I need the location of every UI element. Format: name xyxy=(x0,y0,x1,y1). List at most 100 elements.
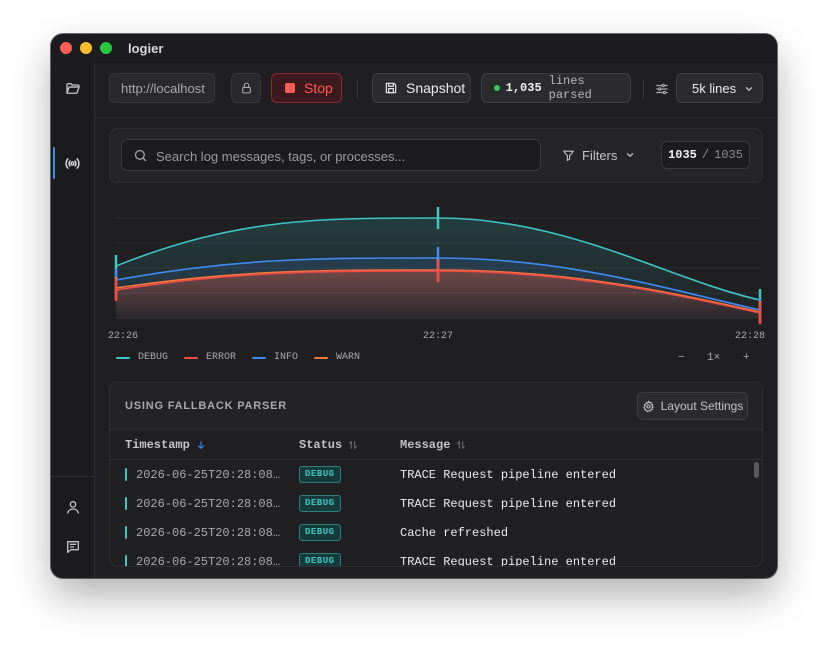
row-timestamp: 2026-06-25T20:28:08… xyxy=(136,526,281,540)
snapshot-button[interactable]: Snapshot xyxy=(372,73,471,103)
stop-label: Stop xyxy=(304,80,333,96)
legend-label: WARN xyxy=(336,352,361,363)
toolbar: http://localhost Stop Snapshot 1,035 lin… xyxy=(95,63,777,118)
sort-icon xyxy=(457,441,466,449)
table-panel-header: USING FALLBACK PARSER Layout Settings xyxy=(110,383,762,430)
lines-limit-select[interactable]: 5k lines xyxy=(676,73,763,103)
app-title: logier xyxy=(128,41,164,56)
chevron-down-icon xyxy=(627,153,634,157)
legend-label: INFO xyxy=(274,352,299,363)
row-timestamp: 2026-06-25T20:28:08… xyxy=(136,555,281,567)
column-header-timestamp[interactable]: Timestamp xyxy=(125,438,206,452)
legend-item-debug[interactable]: DEBUG xyxy=(116,352,168,363)
column-header-status[interactable]: Status xyxy=(299,438,358,452)
url-field[interactable]: http://localhost xyxy=(109,73,215,103)
level-indicator xyxy=(125,555,127,566)
lines-parsed-count: 1,035 xyxy=(505,81,542,95)
filter-icon xyxy=(563,150,574,161)
sort-icon xyxy=(349,441,358,449)
result-count-separator: / xyxy=(701,148,710,162)
gear-icon xyxy=(642,399,654,412)
legend-item-error[interactable]: ERROR xyxy=(184,352,236,363)
status-badge: DEBUG xyxy=(299,524,341,541)
row-message: TRACE Request pipeline entered xyxy=(400,497,617,511)
result-count-total: 1035 xyxy=(714,148,743,162)
zoom-out-button[interactable]: − xyxy=(678,352,685,364)
lock-icon xyxy=(241,82,251,94)
save-icon xyxy=(385,82,397,94)
legend-swatch xyxy=(314,356,329,359)
parser-status-title: USING FALLBACK PARSER xyxy=(125,400,288,412)
row-message: TRACE Request pipeline entered xyxy=(400,555,617,567)
title-bar: logier xyxy=(51,34,777,63)
maximize-window-button[interactable] xyxy=(100,42,112,54)
sidebar-item-settings[interactable] xyxy=(51,569,94,578)
layout-settings-label: Layout Settings xyxy=(660,399,744,413)
status-badge: DEBUG xyxy=(299,553,341,566)
table-row[interactable]: 2026-06-25T20:28:08… DEBUG Cache refresh… xyxy=(110,518,762,547)
stop-icon xyxy=(285,83,295,93)
layout-settings-button[interactable]: Layout Settings xyxy=(637,392,748,420)
sidebar-item-account[interactable] xyxy=(51,489,94,525)
app-window: logier http://localhost Stop xyxy=(51,34,777,578)
zoom-in-button[interactable]: + xyxy=(743,352,750,364)
result-count-shown: 1035 xyxy=(668,148,697,162)
log-table-panel: USING FALLBACK PARSER Layout Settings Ti… xyxy=(109,382,763,567)
lines-parsed-label: lines parsed xyxy=(548,74,592,102)
sidebar-divider xyxy=(51,476,94,477)
stop-button[interactable]: Stop xyxy=(271,73,342,103)
table-scrollbar[interactable] xyxy=(754,462,759,478)
search-panel: Filters 1035 / 1035 xyxy=(109,128,763,183)
lines-limit-value: 5k lines xyxy=(692,80,737,96)
status-dot-icon xyxy=(494,85,500,91)
x-tick-label: 22:26 xyxy=(108,331,138,341)
x-tick-label: 22:28 xyxy=(735,331,765,341)
column-header-message[interactable]: Message xyxy=(400,438,466,452)
log-volume-chart[interactable]: 22:26 22:27 22:28 xyxy=(108,204,765,341)
row-timestamp: 2026-06-25T20:28:08… xyxy=(136,468,281,482)
sidebar-item-files[interactable] xyxy=(51,71,94,107)
chart-x-ticks: 22:26 22:27 22:28 xyxy=(108,331,765,341)
table-row[interactable]: 2026-06-25T20:28:08… DEBUG TRACE Request… xyxy=(110,460,762,489)
table-header: Timestamp Status Message xyxy=(110,430,762,460)
column-header-label: Timestamp xyxy=(125,438,190,452)
x-tick-label: 22:27 xyxy=(423,331,453,341)
snapshot-label: Snapshot xyxy=(406,80,466,96)
column-header-label: Status xyxy=(299,438,343,452)
sidebar xyxy=(51,63,95,578)
search-input[interactable] xyxy=(154,145,538,167)
level-indicator xyxy=(125,497,127,510)
user-icon xyxy=(66,501,79,514)
status-badge: DEBUG xyxy=(299,466,341,483)
table-row[interactable]: 2026-06-25T20:28:08… DEBUG TRACE Request… xyxy=(110,489,762,518)
filters-dropdown[interactable]: Filters xyxy=(562,139,635,171)
table-row[interactable]: 2026-06-25T20:28:08… DEBUG TRACE Request… xyxy=(110,547,762,567)
sidebar-item-live[interactable] xyxy=(51,145,94,181)
broadcast-icon xyxy=(65,157,80,169)
row-message: TRACE Request pipeline entered xyxy=(400,468,617,482)
row-message: Cache refreshed xyxy=(400,526,509,540)
level-indicator xyxy=(125,468,127,481)
result-counter: 1035 / 1035 xyxy=(661,141,750,169)
close-window-button[interactable] xyxy=(60,42,72,54)
level-indicator xyxy=(125,526,127,539)
status-badge: DEBUG xyxy=(299,495,341,512)
legend-item-info[interactable]: INFO xyxy=(252,352,298,363)
sliders-icon[interactable] xyxy=(655,82,669,96)
sort-desc-icon xyxy=(197,441,204,449)
minimize-window-button[interactable] xyxy=(80,42,92,54)
lines-parsed-badge: 1,035 lines parsed xyxy=(481,73,631,103)
folder-icon xyxy=(65,83,80,94)
legend-item-warn[interactable]: WARN xyxy=(314,352,360,363)
lock-button[interactable] xyxy=(231,73,261,103)
row-timestamp: 2026-06-25T20:28:08… xyxy=(136,497,281,511)
search-box[interactable] xyxy=(121,139,541,171)
legend-swatch xyxy=(184,356,199,359)
column-header-label: Message xyxy=(400,438,451,452)
legend-swatch xyxy=(252,356,267,359)
legend-label: ERROR xyxy=(206,352,237,363)
chevron-down-icon xyxy=(745,87,753,91)
sidebar-item-messages[interactable] xyxy=(51,529,94,565)
search-icon xyxy=(134,149,147,162)
chart-legend: DEBUG ERROR INFO WARN xyxy=(116,352,376,363)
